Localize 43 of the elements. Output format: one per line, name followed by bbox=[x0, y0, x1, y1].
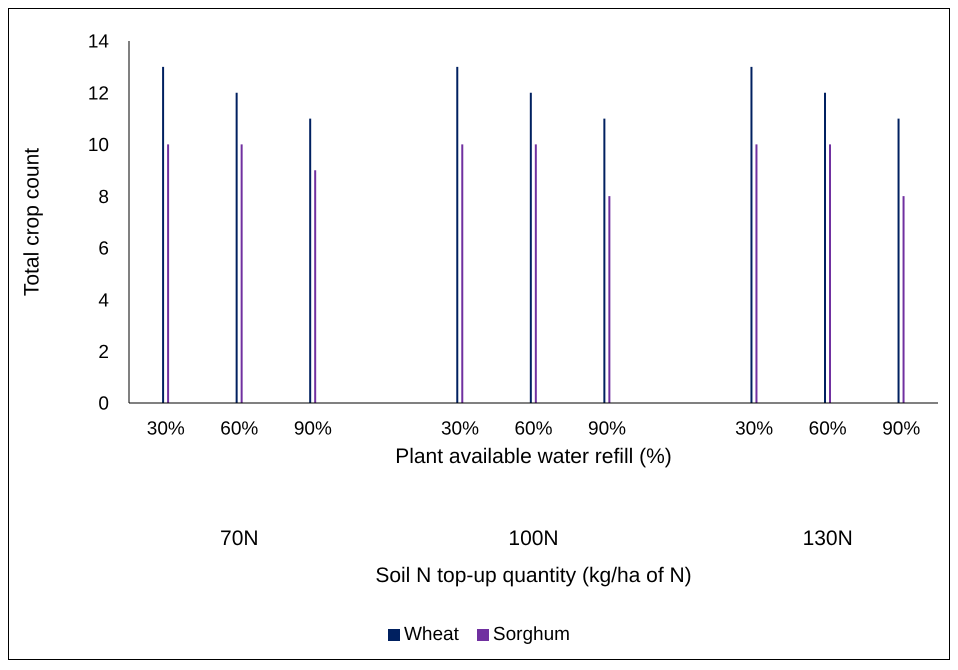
bar bbox=[603, 118, 606, 403]
x-tick-label: 60% bbox=[808, 418, 847, 440]
bar bbox=[534, 144, 537, 403]
bar bbox=[530, 92, 532, 403]
y-tick-label: 4 bbox=[98, 290, 110, 312]
x-axis-title: Plant available water refill (%) bbox=[395, 445, 672, 468]
text: 100N bbox=[507, 527, 560, 551]
bar bbox=[314, 170, 316, 403]
x-tick-label: 60% bbox=[514, 418, 553, 440]
legend-label: Wheat bbox=[404, 624, 459, 646]
x-tick-label: 30% bbox=[440, 418, 480, 440]
bar bbox=[824, 92, 826, 403]
bar bbox=[240, 144, 243, 403]
bar bbox=[755, 144, 758, 403]
y-tick-label: 6 bbox=[98, 238, 109, 260]
bar bbox=[167, 144, 170, 403]
y-tick-label: 8 bbox=[98, 186, 109, 208]
bar bbox=[829, 144, 832, 403]
bar bbox=[898, 118, 900, 403]
legend-label: Sorghum bbox=[492, 624, 570, 646]
y-tick-label: 10 bbox=[88, 135, 109, 156]
x-tick-label: 90% bbox=[882, 418, 920, 440]
text: Soil N top-up quantity (kg/ha of N) bbox=[374, 564, 693, 588]
y-axis-title: Total crop count bbox=[20, 148, 44, 296]
x-tick-label: 90% bbox=[294, 418, 332, 440]
bar bbox=[309, 118, 312, 403]
y-tick-label: 14 bbox=[88, 32, 110, 53]
y-tick-label: 12 bbox=[88, 83, 109, 104]
x-tick-label: 30% bbox=[146, 418, 185, 440]
bar bbox=[456, 66, 458, 403]
y-tick-label: 2 bbox=[98, 342, 109, 364]
bar bbox=[750, 66, 752, 403]
bar bbox=[461, 144, 464, 403]
x-tick-label: 60% bbox=[220, 418, 258, 440]
bar bbox=[162, 66, 164, 403]
bar bbox=[608, 196, 610, 403]
x-tick-label: 90% bbox=[588, 418, 626, 440]
text: 70N bbox=[219, 527, 260, 551]
x-tick-label: 30% bbox=[735, 418, 774, 440]
bar bbox=[902, 196, 905, 403]
text: 130N bbox=[802, 527, 854, 551]
y-tick-label: 0 bbox=[98, 394, 109, 415]
bar bbox=[236, 92, 238, 403]
